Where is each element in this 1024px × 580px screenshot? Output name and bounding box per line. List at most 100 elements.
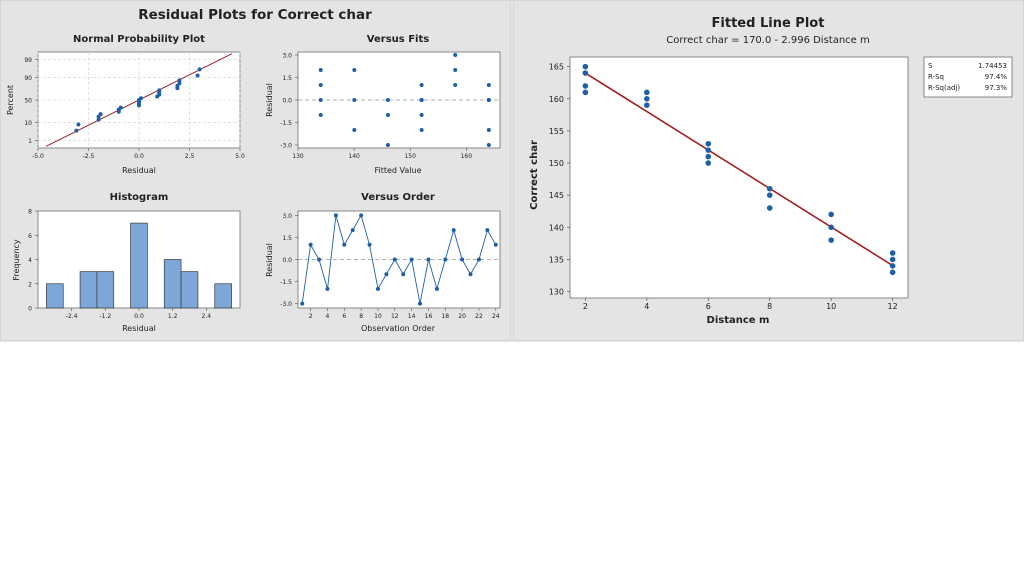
- versusorder-x-tick-label: 2: [309, 313, 313, 320]
- histogram-ylabel: Frequency: [12, 239, 21, 281]
- versusorder-x-ticks: 2 4 6 8 10 12 14 16 18 20 22 24: [309, 308, 500, 320]
- fittedline-y-tick-label: 150: [549, 159, 564, 168]
- versusorder-y-tick-label: 0.0: [282, 257, 292, 264]
- versusorder-point: [493, 242, 498, 247]
- fittedline-point: [705, 153, 712, 160]
- normprob-point: [195, 73, 200, 78]
- versusfits-point: [419, 128, 424, 132]
- fittedline-point: [766, 192, 773, 198]
- histogram-y-tick-label: 8: [28, 209, 32, 216]
- versusfits-y-tick-label: -3.0: [280, 143, 292, 150]
- versusfits-point: [453, 68, 458, 72]
- fittedline-y-ticks: 130 135 140 145 150 155 160 165: [549, 63, 570, 297]
- normprob-x-tick-label: 2.5: [185, 153, 195, 160]
- normprob-y-tick-label: 50: [24, 98, 32, 105]
- fittedline-point: [705, 140, 712, 147]
- versusorder-point: [359, 213, 364, 218]
- fittedline-point: [582, 70, 589, 76]
- fittedline-point: [889, 256, 896, 263]
- histogram-x-tick-label: -1.2: [99, 313, 111, 320]
- fitted-panel-subtitle: Correct char = 170.0 - 2.996 Distance m: [666, 35, 870, 46]
- versusfits-point: [385, 143, 390, 147]
- histogram-bar: [46, 283, 64, 309]
- normprob-y-ticks: 99 90 50 10 1: [24, 57, 38, 145]
- versusorder-x-tick-label: 16: [425, 313, 433, 320]
- versusorder-point: [426, 257, 431, 262]
- stats-value-rsq: 97.4%: [985, 73, 1008, 81]
- normprob-y-tick-label: 1: [28, 138, 32, 145]
- versusfits-point: [486, 83, 491, 87]
- fittedline-x-tick-label: 8: [767, 302, 772, 311]
- versusorder-x-tick-label: 18: [441, 313, 449, 320]
- fittedline-chart: 130 135 140 145 150 155 160 165 2 4 6 8 10 12 Distan…: [529, 56, 909, 326]
- versusfits-y-tick-label: 3.0: [282, 53, 292, 60]
- fittedline-y-tick-label: 155: [549, 127, 564, 136]
- versusorder-y-tick-label: -3.0: [280, 301, 292, 308]
- versusorder-x-tick-label: 6: [342, 313, 346, 320]
- fittedline-point: [644, 89, 650, 96]
- residual-panel-title: Residual Plots for Correct char: [138, 7, 372, 23]
- versusfits-x-tick-label: 140: [348, 153, 360, 160]
- versusorder-y-ticks: 3.0 1.5 0.0 -1.5 -3.0: [280, 213, 298, 308]
- versusorder-ylabel: Residual: [265, 243, 274, 277]
- normprob-point: [76, 122, 81, 127]
- normprob-x-tick-label: -2.5: [83, 153, 95, 160]
- histogram-title: Histogram: [110, 192, 169, 203]
- versusfits-point: [352, 128, 357, 132]
- versusfits-point: [318, 113, 323, 117]
- histogram-y-tick-label: 0: [28, 306, 32, 313]
- fittedline-regression-line: [584, 72, 894, 267]
- versusorder-y-tick-label: 3.0: [282, 213, 292, 220]
- stats-value-rsqadj: 97.3%: [985, 84, 1008, 92]
- fittedline-y-tick-label: 165: [549, 63, 564, 72]
- normprob-y-tick-label: 10: [24, 120, 32, 127]
- versusfits-points: [318, 53, 491, 147]
- versusfits-point: [385, 113, 390, 117]
- versusfits-point: [486, 98, 491, 102]
- fittedline-y-tick-label: 160: [549, 95, 564, 104]
- versusfits-y-ticks: 3.0 1.5 0.0 -1.5 -3.0: [280, 53, 298, 150]
- normprob-point: [139, 96, 144, 101]
- versusorder-point: [333, 213, 338, 218]
- versusfits-point: [419, 83, 424, 87]
- versusfits-point: [486, 128, 491, 132]
- versusorder-point: [460, 257, 465, 262]
- fittedline-point: [828, 211, 834, 218]
- fittedline-point: [644, 95, 650, 102]
- versusorder-point: [418, 301, 423, 306]
- versusorder-x-tick-label: 10: [374, 313, 382, 320]
- versusorder-point: [342, 242, 347, 247]
- versusorder-chart: Versus Order 3.01.50.0-1.5-3.0 2 4 6 8 10 12 1…: [265, 192, 501, 333]
- versusfits-point: [352, 98, 357, 102]
- versusorder-point: [476, 257, 481, 262]
- normprob-y-tick-label: 99: [24, 57, 32, 64]
- fittedline-point: [705, 147, 712, 153]
- histogram-bar: [163, 259, 182, 309]
- versusorder-point: [325, 286, 330, 291]
- versusfits-x-tick-label: 160: [461, 153, 473, 160]
- versusorder-series-line: [301, 214, 497, 304]
- histogram-y-tick-label: 6: [28, 233, 32, 240]
- versusorder-x-tick-label: 12: [391, 313, 399, 320]
- normprob-point: [177, 78, 182, 83]
- versusorder-point: [468, 272, 473, 277]
- stats-label-rsqadj: R-Sq(adj): [928, 84, 960, 92]
- fittedline-point: [766, 205, 773, 211]
- fittedline-point: [828, 224, 834, 231]
- fittedline-ylabel: Correct char: [529, 140, 540, 210]
- versusfits-point: [318, 68, 323, 72]
- stats-label-rsq: R-Sq: [928, 73, 944, 81]
- normprob-x-ticks: -5.0 -2.5 0.0 2.5 5.0: [32, 148, 245, 160]
- fittedline-y-tick-label: 145: [549, 191, 564, 200]
- versusfits-point: [419, 98, 424, 102]
- fittedline-point: [889, 250, 896, 256]
- fittedline-x-tick-label: 10: [826, 302, 836, 311]
- normprob-x-tick-label: 0.0: [134, 153, 144, 160]
- versusorder-y-tick-label: -1.5: [280, 279, 292, 286]
- fittedline-point: [889, 269, 896, 276]
- normprob-point: [98, 112, 103, 117]
- versusorder-x-tick-label: 14: [408, 313, 416, 320]
- stats-label-s: S: [928, 62, 933, 70]
- fittedline-y-tick-label: 140: [549, 223, 564, 232]
